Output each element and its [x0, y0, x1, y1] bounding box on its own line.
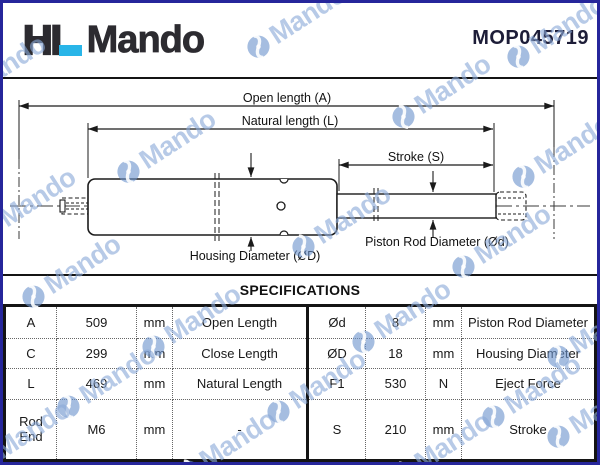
spec-cell: S	[307, 398, 366, 462]
spec-cell: mm	[425, 305, 462, 339]
spec-cell: 530	[365, 368, 426, 400]
right-threaded-stud	[495, 191, 527, 221]
open-length-label: Open length (A)	[243, 91, 331, 105]
spec-cell: 210	[365, 398, 426, 462]
housing-break-mark	[214, 173, 220, 241]
part-number: MOP045719	[472, 27, 589, 49]
spec-cell: C	[4, 337, 57, 370]
spec-cell: mm	[425, 337, 462, 370]
header-divider	[3, 77, 597, 79]
table-row: A 509 mm Open Length Ød 8 mm Piston Rod …	[4, 305, 596, 339]
housing-diameter-label: Housing Diameter (ØD)	[190, 249, 321, 263]
housing-notch-top	[279, 178, 289, 184]
spec-cell: N	[425, 368, 462, 400]
spec-cell: mm	[136, 305, 173, 339]
spec-cell: Rod End	[4, 398, 57, 462]
spec-cell: M6	[56, 398, 137, 462]
natural-length-label: Natural length (L)	[242, 114, 339, 128]
spec-cell: Ød	[307, 305, 366, 339]
housing-body	[87, 178, 338, 236]
gas-spring-diagram: Open length (A) Natural length (L) Strok…	[10, 91, 590, 263]
table-row: L 469 mm Natural Length F1 530 N Eject F…	[4, 368, 596, 400]
spec-cell: 469	[56, 368, 137, 400]
spec-cell: mm	[425, 398, 462, 462]
table-row: Rod End M6 mm - S 210 mm Stroke	[4, 398, 596, 462]
spec-cell: Stroke	[461, 398, 596, 462]
spec-cell: mm	[136, 398, 173, 462]
spec-cell: Natural Length	[172, 368, 309, 400]
spec-cell: mm	[136, 337, 173, 370]
spec-cell: Close Length	[172, 337, 309, 370]
fill-port-circle	[276, 201, 286, 211]
spec-cell: F1	[307, 368, 366, 400]
logo-cyan-accent	[59, 45, 82, 56]
logo-mando-text: Mando	[86, 19, 205, 61]
spec-cell: Open Length	[172, 305, 309, 339]
spec-cell: 18	[365, 337, 426, 370]
piston-rod	[336, 193, 497, 219]
spec-cell: ØD	[307, 337, 366, 370]
spec-cell: 8	[365, 305, 426, 339]
specifications-table: A 509 mm Open Length Ød 8 mm Piston Rod …	[3, 304, 597, 462]
table-row: C 299 mm Close Length ØD 18 mm Housing D…	[4, 337, 596, 370]
spec-divider	[3, 274, 597, 276]
spec-cell: Piston Rod Diameter	[461, 305, 596, 339]
spec-cell: Housing Diameter	[461, 337, 596, 370]
rod-break-mark	[373, 188, 379, 224]
spec-cell: Eject Force	[461, 368, 596, 400]
spec-cell: mm	[136, 368, 173, 400]
housing-notch-bottom	[279, 230, 289, 236]
spec-cell: 509	[56, 305, 137, 339]
header: HL Mando MOP045719	[3, 3, 597, 77]
spec-title-band: SPECIFICATIONS	[3, 276, 597, 304]
piston-rod-diameter-label: Piston Rod Diameter (Ød)	[365, 235, 509, 249]
brand-logo: HL Mando	[22, 18, 206, 61]
spec-cell: L	[4, 368, 57, 400]
spec-cell: A	[4, 305, 57, 339]
spec-cell: -	[172, 398, 309, 462]
mando-swirl-icon	[0, 444, 1, 465]
spec-cell: 299	[56, 337, 137, 370]
spec-title: SPECIFICATIONS	[239, 282, 361, 298]
stroke-label: Stroke (S)	[388, 150, 444, 164]
